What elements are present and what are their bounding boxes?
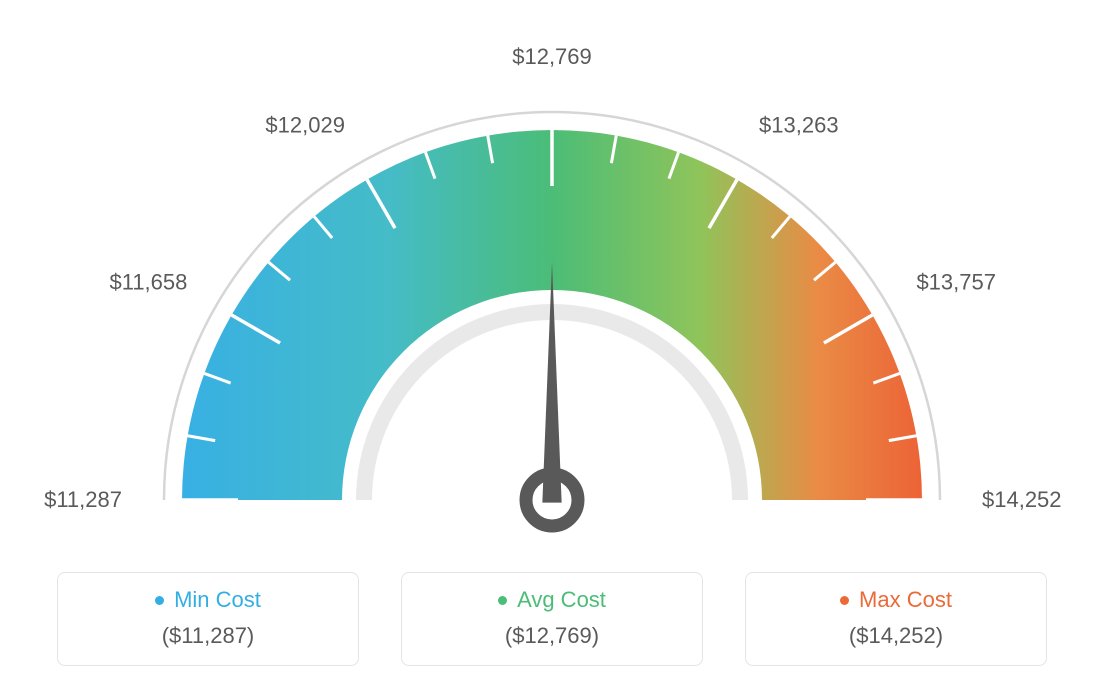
legend-title-min: Min Cost [155, 587, 261, 613]
legend-card-max: Max Cost ($14,252) [745, 572, 1047, 666]
legend-title-avg: Avg Cost [498, 587, 606, 613]
gauge-chart: $11,287$11,658$12,029$12,769$13,263$13,7… [52, 10, 1052, 550]
gauge-tick-label: $11,658 [109, 269, 187, 295]
legend-label: Min Cost [174, 587, 261, 613]
legend-value: ($12,769) [402, 623, 702, 649]
legend-value: ($11,287) [58, 623, 358, 649]
gauge-tick-label: $14,252 [982, 487, 1062, 513]
gauge-tick-label: $13,757 [916, 269, 996, 295]
dot-icon [498, 596, 507, 605]
gauge-tick-label: $13,263 [759, 112, 839, 138]
dot-icon [155, 596, 164, 605]
legend-card-avg: Avg Cost ($12,769) [401, 572, 703, 666]
legend-value: ($14,252) [746, 623, 1046, 649]
dot-icon [840, 596, 849, 605]
legend-row: Min Cost ($11,287) Avg Cost ($12,769) Ma… [57, 572, 1047, 666]
gauge-tick-label: $12,769 [512, 44, 592, 70]
legend-label: Avg Cost [517, 587, 606, 613]
legend-title-max: Max Cost [840, 587, 952, 613]
legend-card-min: Min Cost ($11,287) [57, 572, 359, 666]
gauge-tick-label: $12,029 [265, 112, 345, 138]
gauge-tick-label: $11,287 [44, 487, 122, 513]
legend-label: Max Cost [859, 587, 952, 613]
gauge-svg [52, 10, 1052, 550]
